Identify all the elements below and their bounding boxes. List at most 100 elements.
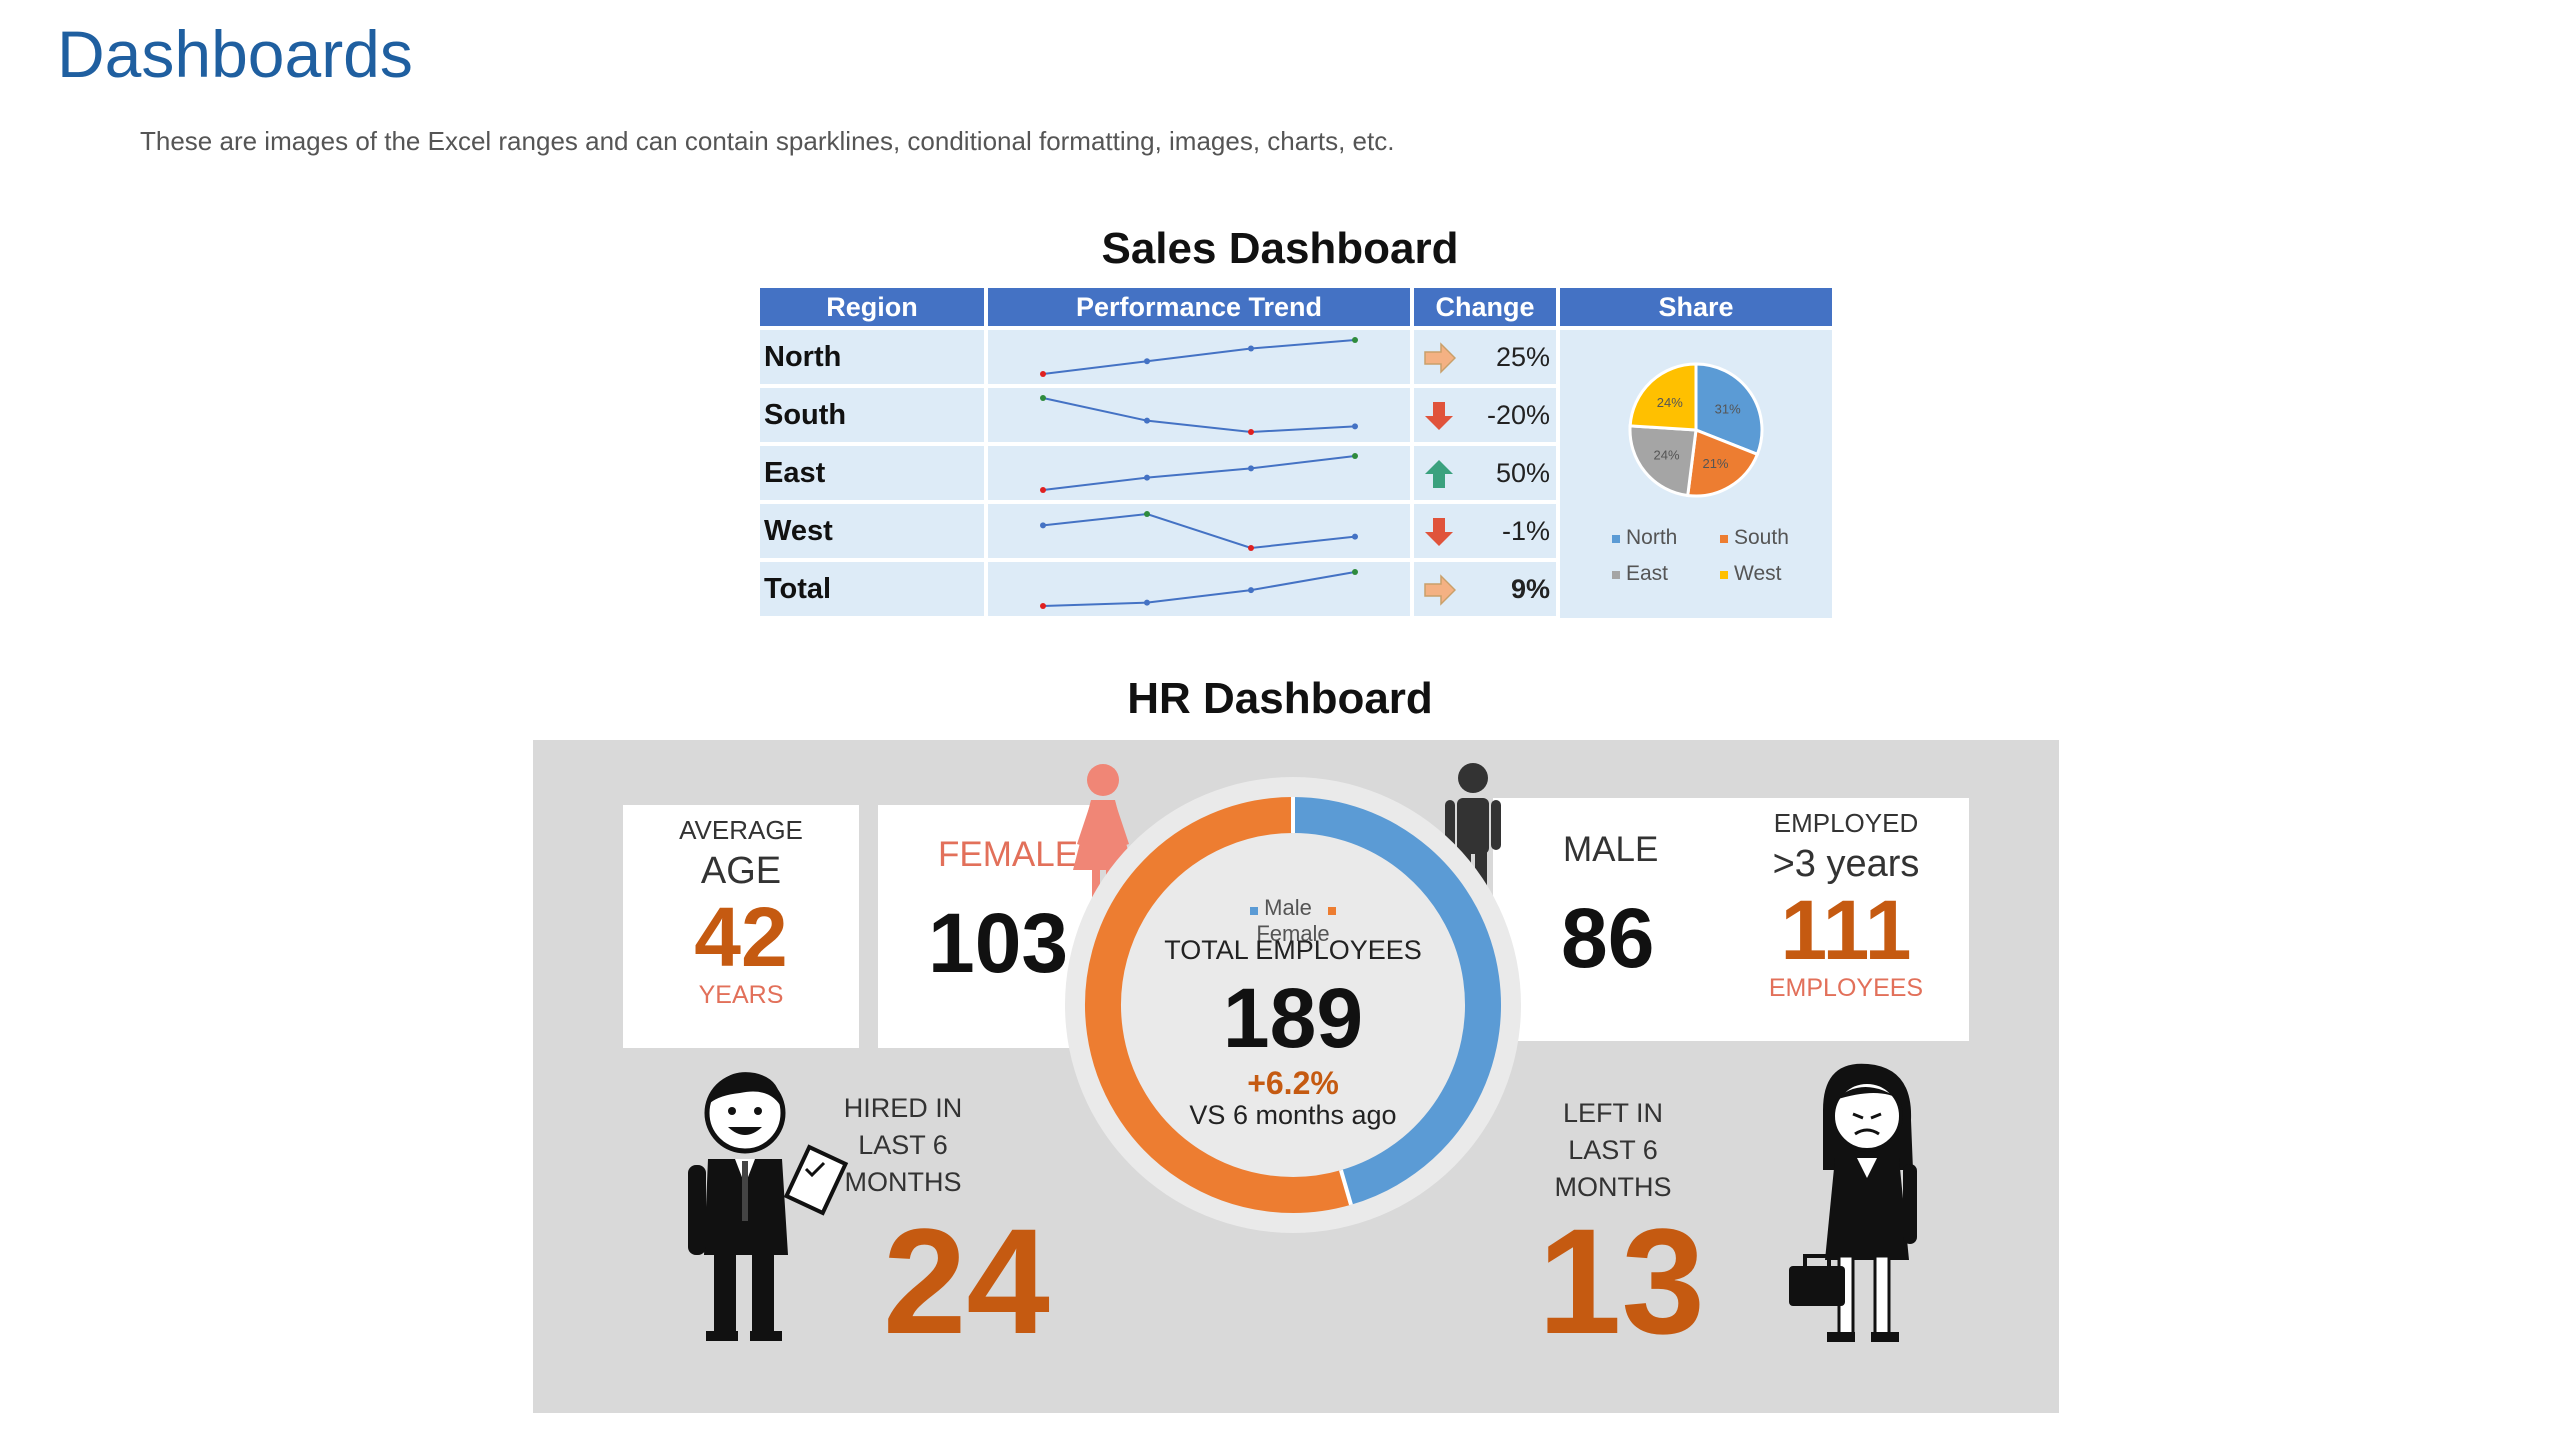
change-cell: -1% bbox=[1414, 504, 1556, 558]
donut-segment-male bbox=[1292, 797, 1501, 1205]
total-employees-donut bbox=[1065, 777, 1521, 1233]
down-arrow-icon bbox=[1425, 402, 1453, 430]
sparkline bbox=[1040, 453, 1358, 493]
average-age-card: AVERAGE AGE 42 YEARS bbox=[623, 805, 859, 1048]
legend-female-label: Female bbox=[1256, 921, 1330, 946]
left-period-label: LAST 6 MONTHS bbox=[1554, 1135, 1672, 1202]
legend-swatch bbox=[1612, 535, 1620, 543]
sparkline-point bbox=[1144, 417, 1150, 424]
pie-slice-south bbox=[1686, 427, 1760, 498]
left-label: LEFT IN LAST 6 MONTHS bbox=[1513, 1095, 1713, 1206]
sparkline-point bbox=[1248, 587, 1254, 594]
pie-data-label: 31% bbox=[1715, 401, 1741, 416]
change-value: -20% bbox=[1486, 400, 1550, 430]
change-value: 50% bbox=[1495, 458, 1550, 488]
female-label: FEMALE bbox=[938, 835, 1079, 874]
change-cell: 9% bbox=[1414, 562, 1556, 616]
legend-male-swatch bbox=[1250, 907, 1259, 915]
legend-label: South bbox=[1734, 526, 1789, 549]
region-label: Total bbox=[760, 562, 984, 616]
sparkline-point bbox=[1040, 522, 1046, 529]
donut-legend: Male Female bbox=[1213, 895, 1373, 947]
region-label: East bbox=[760, 446, 984, 500]
legend-label: East bbox=[1626, 562, 1668, 585]
sparkline-point bbox=[1144, 358, 1150, 365]
change-value: 25% bbox=[1495, 342, 1550, 372]
pie-slice-east bbox=[1628, 424, 1698, 498]
sparkline-point bbox=[1144, 511, 1150, 517]
left-count: 13 bbox=[1538, 1197, 1705, 1365]
years-threshold-label: >3 years bbox=[1772, 843, 1920, 885]
trend-cell bbox=[988, 562, 1410, 616]
sparkline-point bbox=[1352, 337, 1358, 343]
male-label: MALE bbox=[1563, 830, 1659, 869]
sparkline bbox=[1040, 395, 1358, 435]
sales-dashboard-title: Sales Dashboard bbox=[1101, 224, 1459, 273]
sparkline-point bbox=[1144, 599, 1150, 606]
age-label: AGE bbox=[700, 850, 782, 892]
sparkline-point bbox=[1352, 569, 1358, 575]
trend-cell bbox=[988, 504, 1410, 558]
sales-dashboard: Region Performance Trend Change Share No… bbox=[760, 288, 1832, 618]
change-cell: 50% bbox=[1414, 446, 1556, 500]
region-label: North bbox=[760, 330, 984, 384]
sparkline bbox=[1040, 569, 1358, 609]
female-card: FEMALE 103 bbox=[878, 805, 1093, 1048]
left-in-label: LEFT IN bbox=[1562, 1098, 1664, 1128]
donut-divider bbox=[1339, 1169, 1353, 1206]
right-arrow-icon bbox=[1424, 342, 1456, 374]
region-label: West bbox=[760, 504, 984, 558]
male-card: MALE 86 bbox=[1493, 798, 1733, 1041]
pie-slice-north bbox=[1694, 362, 1764, 457]
change-value: 9% bbox=[1510, 574, 1550, 604]
change-value: -1% bbox=[1501, 516, 1550, 546]
region-label: South bbox=[760, 388, 984, 442]
sparkline bbox=[1040, 337, 1358, 377]
header-performance-trend: Performance Trend bbox=[988, 288, 1410, 326]
sparkline-point bbox=[1352, 453, 1358, 459]
pie-data-label: 24% bbox=[1653, 447, 1679, 462]
years-label: YEARS bbox=[698, 981, 784, 1009]
sparkline-point bbox=[1040, 371, 1046, 377]
share-pie-chart: 31% 21% 24% 24% North South East West bbox=[1612, 362, 1789, 585]
sparkline bbox=[1040, 511, 1358, 551]
sparkline-line bbox=[1042, 397, 1356, 434]
trend-cell bbox=[988, 330, 1410, 384]
legend-male-label: Male bbox=[1264, 895, 1312, 920]
trend-cell bbox=[988, 388, 1410, 442]
hr-dashboard-title: HR Dashboard bbox=[1127, 674, 1433, 723]
employed-label: EMPLOYED bbox=[1773, 808, 1919, 838]
trend-cell bbox=[988, 446, 1410, 500]
comparison-label: VS 6 months ago bbox=[1189, 1100, 1397, 1130]
employees-label: EMPLOYEES bbox=[1768, 974, 1924, 1002]
page-subtitle: These are images of the Excel ranges and… bbox=[140, 126, 1395, 156]
header-share: Share bbox=[1560, 288, 1832, 326]
average-age-value: 42 bbox=[694, 890, 788, 984]
sparkline-point bbox=[1352, 423, 1358, 430]
pie-data-label: 21% bbox=[1702, 456, 1728, 471]
average-age-label: AVERAGE bbox=[679, 815, 803, 845]
pie-slice-west bbox=[1628, 362, 1698, 432]
change-cell: 25% bbox=[1414, 330, 1556, 384]
donut-backdrop bbox=[1065, 777, 1521, 1233]
header-change: Change bbox=[1414, 288, 1556, 326]
header-region: Region bbox=[760, 288, 984, 326]
sparkline-point bbox=[1248, 465, 1254, 472]
sparkline-point bbox=[1248, 345, 1254, 352]
sparkline-point bbox=[1040, 487, 1046, 493]
sparkline-point bbox=[1248, 429, 1254, 435]
female-count: 103 bbox=[928, 896, 1069, 990]
total-change: +6.2% bbox=[1247, 1065, 1339, 1101]
hired-in-label: HIRED IN bbox=[843, 1093, 963, 1123]
legend-label: West bbox=[1734, 562, 1782, 585]
sparkline-point bbox=[1040, 603, 1046, 609]
sparkline-line bbox=[1042, 512, 1356, 550]
share-panel: 31% 21% 24% 24% North South East West bbox=[1560, 330, 1832, 618]
right-arrow-icon bbox=[1424, 574, 1456, 606]
total-employees-label: TOTAL EMPLOYEES bbox=[1164, 935, 1422, 965]
pie-data-label: 24% bbox=[1657, 395, 1683, 410]
sparkline-line bbox=[1042, 571, 1356, 607]
businesswoman-icon bbox=[1789, 1063, 1917, 1342]
hr-dashboard: AVERAGE AGE 42 YEARS FEMALE 103 MALE 86 … bbox=[533, 740, 2059, 1413]
total-employees-count: 189 bbox=[1222, 971, 1364, 1065]
